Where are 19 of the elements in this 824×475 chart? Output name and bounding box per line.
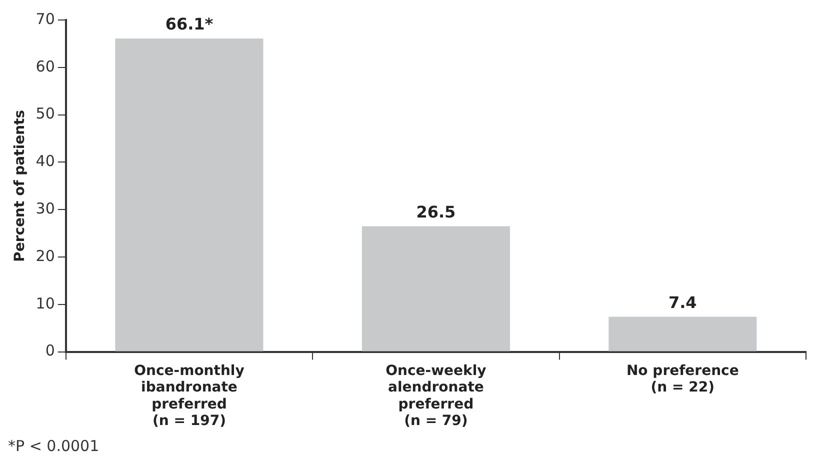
y-tick-label: 40 bbox=[36, 152, 55, 170]
y-tick-label: 20 bbox=[36, 246, 55, 265]
text: *P < 0.0001 bbox=[8, 437, 100, 455]
x-tick-label: Once-monthly ibandronate preferred (n = 197) bbox=[134, 362, 244, 430]
x-tick-label: Once-weekly alendronate preferred (n = 79) bbox=[386, 362, 486, 430]
y-tick-label: 60 bbox=[36, 57, 55, 76]
data-label: 26.5 bbox=[416, 202, 456, 222]
bar bbox=[608, 316, 757, 352]
y-tick-label: 50 bbox=[36, 104, 55, 123]
bar bbox=[115, 38, 264, 352]
data-label: 7.4 bbox=[668, 292, 697, 312]
bar bbox=[362, 226, 510, 352]
y-tick-label: 70 bbox=[36, 10, 55, 28]
y-axis-title: Percent of patients bbox=[12, 110, 28, 262]
data-label: 66.1* bbox=[165, 14, 214, 34]
y-tick-label: 10 bbox=[36, 294, 55, 312]
x-tick-label: No preference (n = 22) bbox=[626, 362, 739, 396]
y-tick-label: 0 bbox=[45, 342, 55, 360]
y-tick-label: 30 bbox=[36, 199, 55, 218]
